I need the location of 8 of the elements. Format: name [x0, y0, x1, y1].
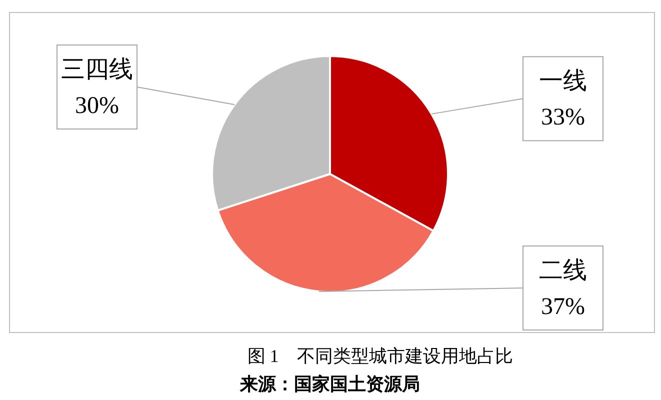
data-label: 37% [541, 294, 585, 320]
data-label: 30% [75, 93, 119, 120]
slice-label: 一线 [539, 68, 587, 95]
slice-label: 二线 [539, 258, 587, 284]
data-label: 33% [541, 104, 585, 131]
text: 图 1 不同类型城市建设用地占比 [247, 346, 513, 366]
source-note: 来源：国家国土资源局 [239, 374, 420, 394]
slice-label: 三四线 [61, 57, 133, 84]
